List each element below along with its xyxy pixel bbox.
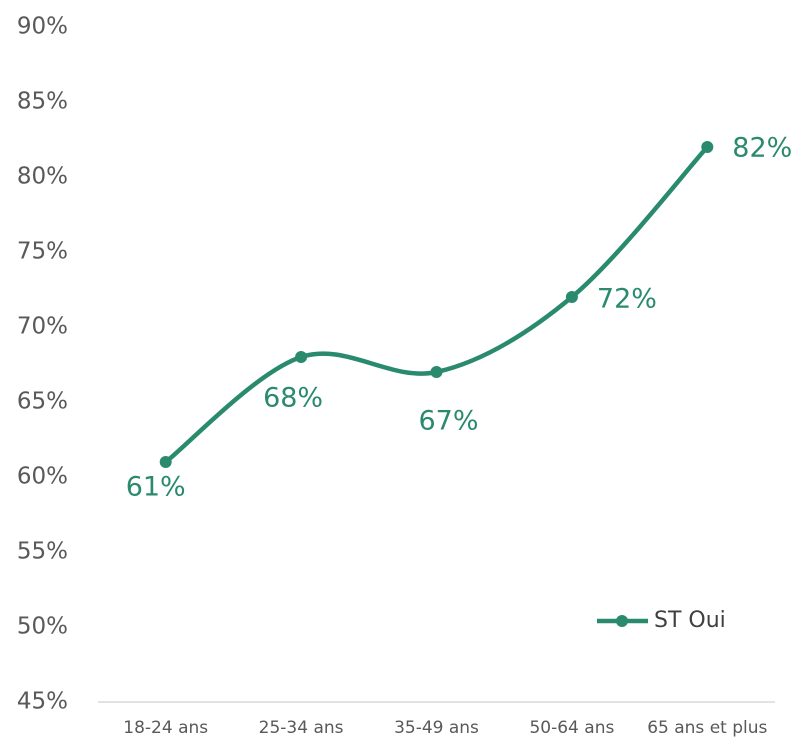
data-label: 68% xyxy=(263,383,323,414)
marker xyxy=(430,366,443,378)
y-tick-label: 70% xyxy=(17,314,68,340)
data-label: 67% xyxy=(418,406,478,437)
y-tick-label: 90% xyxy=(17,14,68,40)
marker xyxy=(701,141,714,153)
x-tick-label: 25-34 ans xyxy=(259,718,344,738)
y-tick-label: 50% xyxy=(17,614,68,640)
marker xyxy=(295,351,308,363)
x-tick-label: 65 ans et plus xyxy=(647,718,767,738)
data-label: 82% xyxy=(732,133,792,164)
x-tick-label: 18-24 ans xyxy=(123,718,208,738)
y-tick-label: 65% xyxy=(17,389,68,415)
x-tick-label: 35-49 ans xyxy=(394,718,479,738)
y-tick-label: 60% xyxy=(17,464,68,490)
y-tick-label: 85% xyxy=(17,89,68,115)
y-tick-label: 80% xyxy=(17,164,68,190)
y-tick-label: 75% xyxy=(17,239,68,265)
data-label: 61% xyxy=(126,472,186,503)
legend-marker xyxy=(616,615,628,627)
marker xyxy=(565,291,578,303)
marker xyxy=(159,456,172,468)
y-tick-label: 55% xyxy=(17,539,68,565)
y-tick-label: 45% xyxy=(17,689,68,715)
x-tick-label: 50-64 ans xyxy=(529,718,614,738)
legend-label: ST Oui xyxy=(654,608,726,633)
data-label: 72% xyxy=(597,284,657,315)
